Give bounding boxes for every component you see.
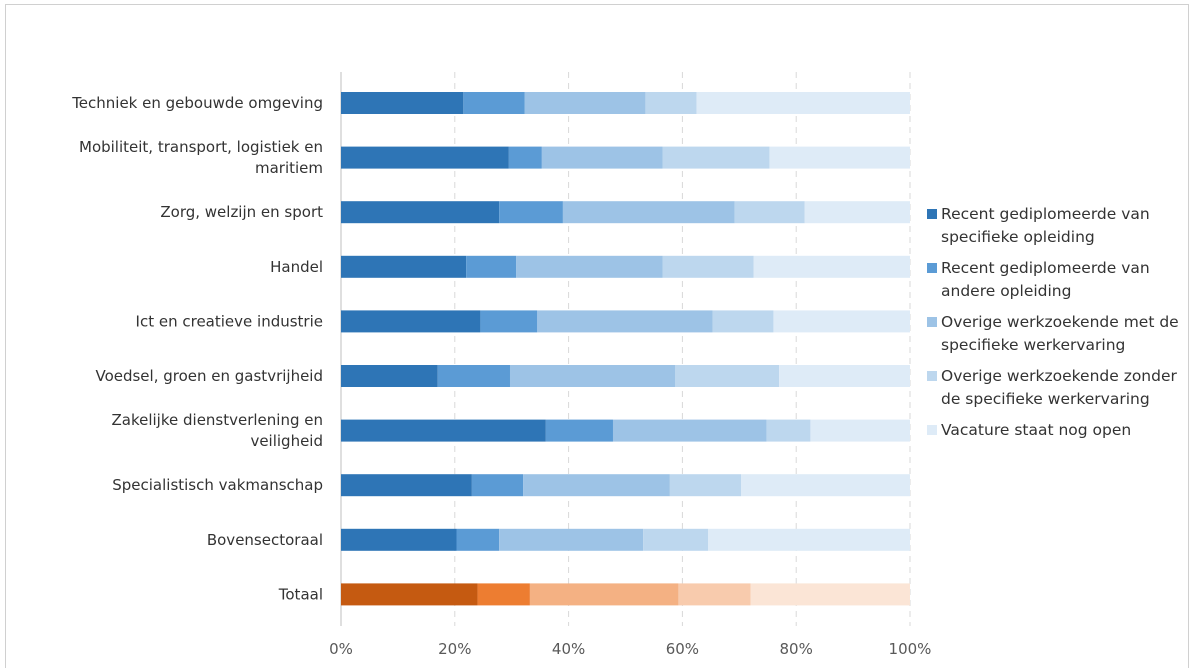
category-label: Mobiliteit, transport, logistiek en [79,138,323,156]
bar-segment [341,474,472,497]
bar-segment [471,474,524,497]
category-label: Voedsel, groen en gastvrijheid [95,367,323,385]
bar-segment [499,201,563,224]
bar-segment [508,146,542,169]
bar-segment [779,365,910,387]
bar-segment [437,365,510,387]
chart-frame [5,4,1189,668]
legend-label: andere opleiding [941,282,1071,300]
legend-label: Recent gediplomeerde van [941,205,1150,223]
legend-label: Overige werkzoekende zonder [941,367,1178,385]
legend-label: specifieke werkervaring [941,336,1125,354]
legend-label: Recent gediplomeerde van [941,259,1150,277]
bar-segment [712,310,774,333]
bar-segment [466,255,517,278]
bar-segment [708,528,910,551]
bar-segment [499,528,644,551]
bar-segment [675,365,780,387]
bar-segment [773,310,910,333]
legend-swatch [927,209,937,219]
bar-segment [516,255,663,278]
legend-swatch [927,317,937,327]
category-label: veiligheid [250,432,323,450]
bar-segment [341,583,478,606]
category-label: maritiem [255,159,323,177]
bar-segment [341,255,467,278]
bar-segment [456,528,500,551]
bar-segment [662,146,770,169]
category-label: Zorg, welzijn en sport [160,203,323,221]
category-label: Totaal [278,585,323,603]
bar-segment [463,92,525,114]
bar-segment [562,201,735,224]
bar-segment [545,419,613,442]
category-label: Specialistisch vakmanschap [112,476,323,494]
legend-label: de specifieke werkervaring [941,390,1150,408]
category-label: Handel [270,258,323,276]
bar-segment [341,365,438,387]
bar-segment [645,92,697,114]
legend-swatch [927,425,937,435]
bar-segment [810,419,910,442]
legend-label: Vacature staat nog open [941,421,1131,439]
bar-segment [734,201,805,224]
legend-label: Overige werkzoekende met de [941,313,1179,331]
bar-segment [524,92,646,114]
bar-segment [523,474,670,497]
bar-segment [341,419,546,442]
x-tick-label: 100% [889,640,932,658]
bar-segment [509,365,676,387]
bar-segment [766,419,811,442]
bar-segment [769,146,910,169]
bar-segment [537,310,713,333]
legend-swatch [927,263,937,273]
x-tick-label: 60% [666,640,699,658]
bar-segment [529,583,679,606]
bar-segment [643,528,709,551]
bar-segment [804,201,910,224]
bar-segment [753,255,910,278]
bar-segment [341,92,464,114]
x-tick-label: 40% [552,640,585,658]
bar-segment [750,583,910,606]
category-label: Bovensectoraal [207,531,323,549]
bar-segment [480,310,538,333]
x-tick-label: 0% [329,640,353,658]
bar-segment [696,92,910,114]
bar-segment [541,146,663,169]
category-label: Zakelijke dienstverlening en [112,411,324,429]
bar-segment [662,255,754,278]
bar-segment [341,310,481,333]
bar-segment [341,528,457,551]
category-label: Ict en creatieve industrie [136,312,323,330]
bar-segment [669,474,742,497]
x-tick-label: 80% [780,640,813,658]
bar-segment [741,474,910,497]
category-label: Techniek en gebouwde omgeving [71,94,323,112]
bar-segment [678,583,751,606]
legend-label: specifieke opleiding [941,228,1095,246]
x-tick-label: 20% [438,640,471,658]
bar-segment [341,146,509,169]
bar-segment [612,419,767,442]
bar-segment [477,583,530,606]
bar-segment [341,201,500,224]
legend-swatch [927,371,937,381]
